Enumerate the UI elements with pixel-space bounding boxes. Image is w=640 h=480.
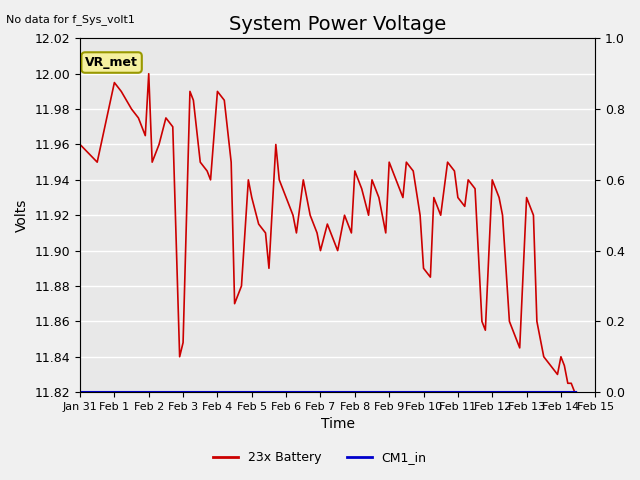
23x Battery [351,168,358,174]
23x Battery [571,389,579,395]
23x Battery [76,142,84,147]
23x Battery [255,221,262,227]
23x Battery [262,230,269,236]
Text: No data for f_Sys_volt1: No data for f_Sys_volt1 [6,14,135,25]
Title: System Power Voltage: System Power Voltage [229,15,446,34]
23x Battery [145,71,152,77]
23x Battery [189,97,197,103]
23x Battery [573,389,580,395]
23x Battery [561,363,568,369]
23x Battery [275,177,283,183]
Legend: 23x Battery, CM1_in: 23x Battery, CM1_in [208,446,432,469]
Text: VR_met: VR_met [85,56,138,69]
Line: 23x Battery: 23x Battery [80,74,577,392]
X-axis label: Time: Time [321,418,355,432]
Y-axis label: Volts: Volts [15,199,29,232]
